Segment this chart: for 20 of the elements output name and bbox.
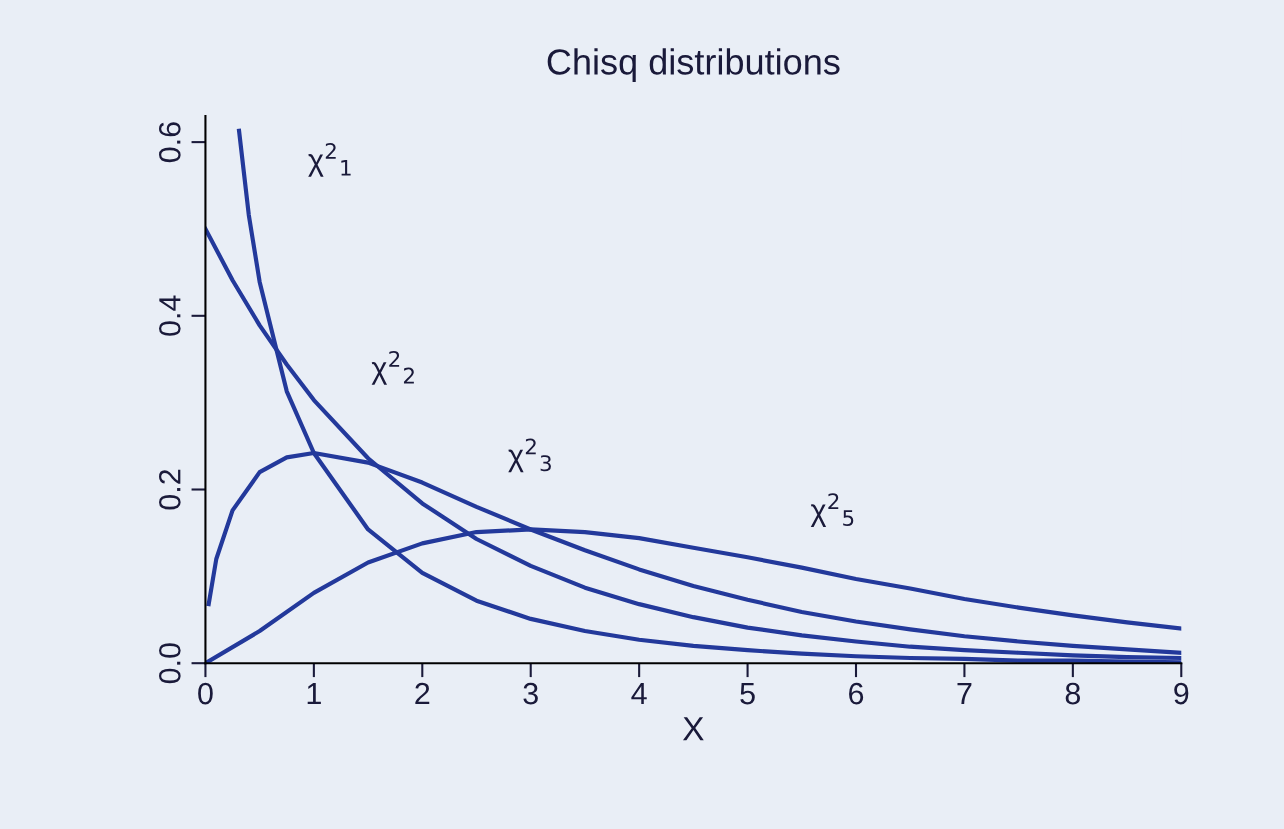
y-tick-label: 0.6 <box>159 122 181 163</box>
series-label: χ$^{2}$$_{3}$ <box>508 438 551 473</box>
series-label: χ$^{2}$$_{2}$ <box>371 350 414 385</box>
x-tick-label: 4 <box>631 683 647 705</box>
y-tick-label: 0.2 <box>159 469 181 510</box>
x-tick-label: 3 <box>523 682 538 705</box>
x-axis-title: X <box>682 717 704 741</box>
x-tick-label: 0 <box>198 682 213 705</box>
x-tick-label: 6 <box>849 682 864 705</box>
x-tick-label: 8 <box>1065 682 1081 705</box>
y-tick-label: 0.4 <box>159 295 181 336</box>
series-label: χ$^{2}$$_{5}$ <box>810 493 854 528</box>
y-tick-label: 0.0 <box>159 643 181 684</box>
chart-title: Chisq distributions <box>547 48 840 82</box>
x-tick-label: 9 <box>1174 682 1189 705</box>
x-tick-label: 1 <box>307 683 321 705</box>
text: χ$^{2}$$_{1}$ <box>308 142 351 177</box>
x-tick-label: 2 <box>415 682 430 705</box>
x-tick-label: 5 <box>740 683 755 705</box>
x-tick-label: 7 <box>957 683 972 705</box>
